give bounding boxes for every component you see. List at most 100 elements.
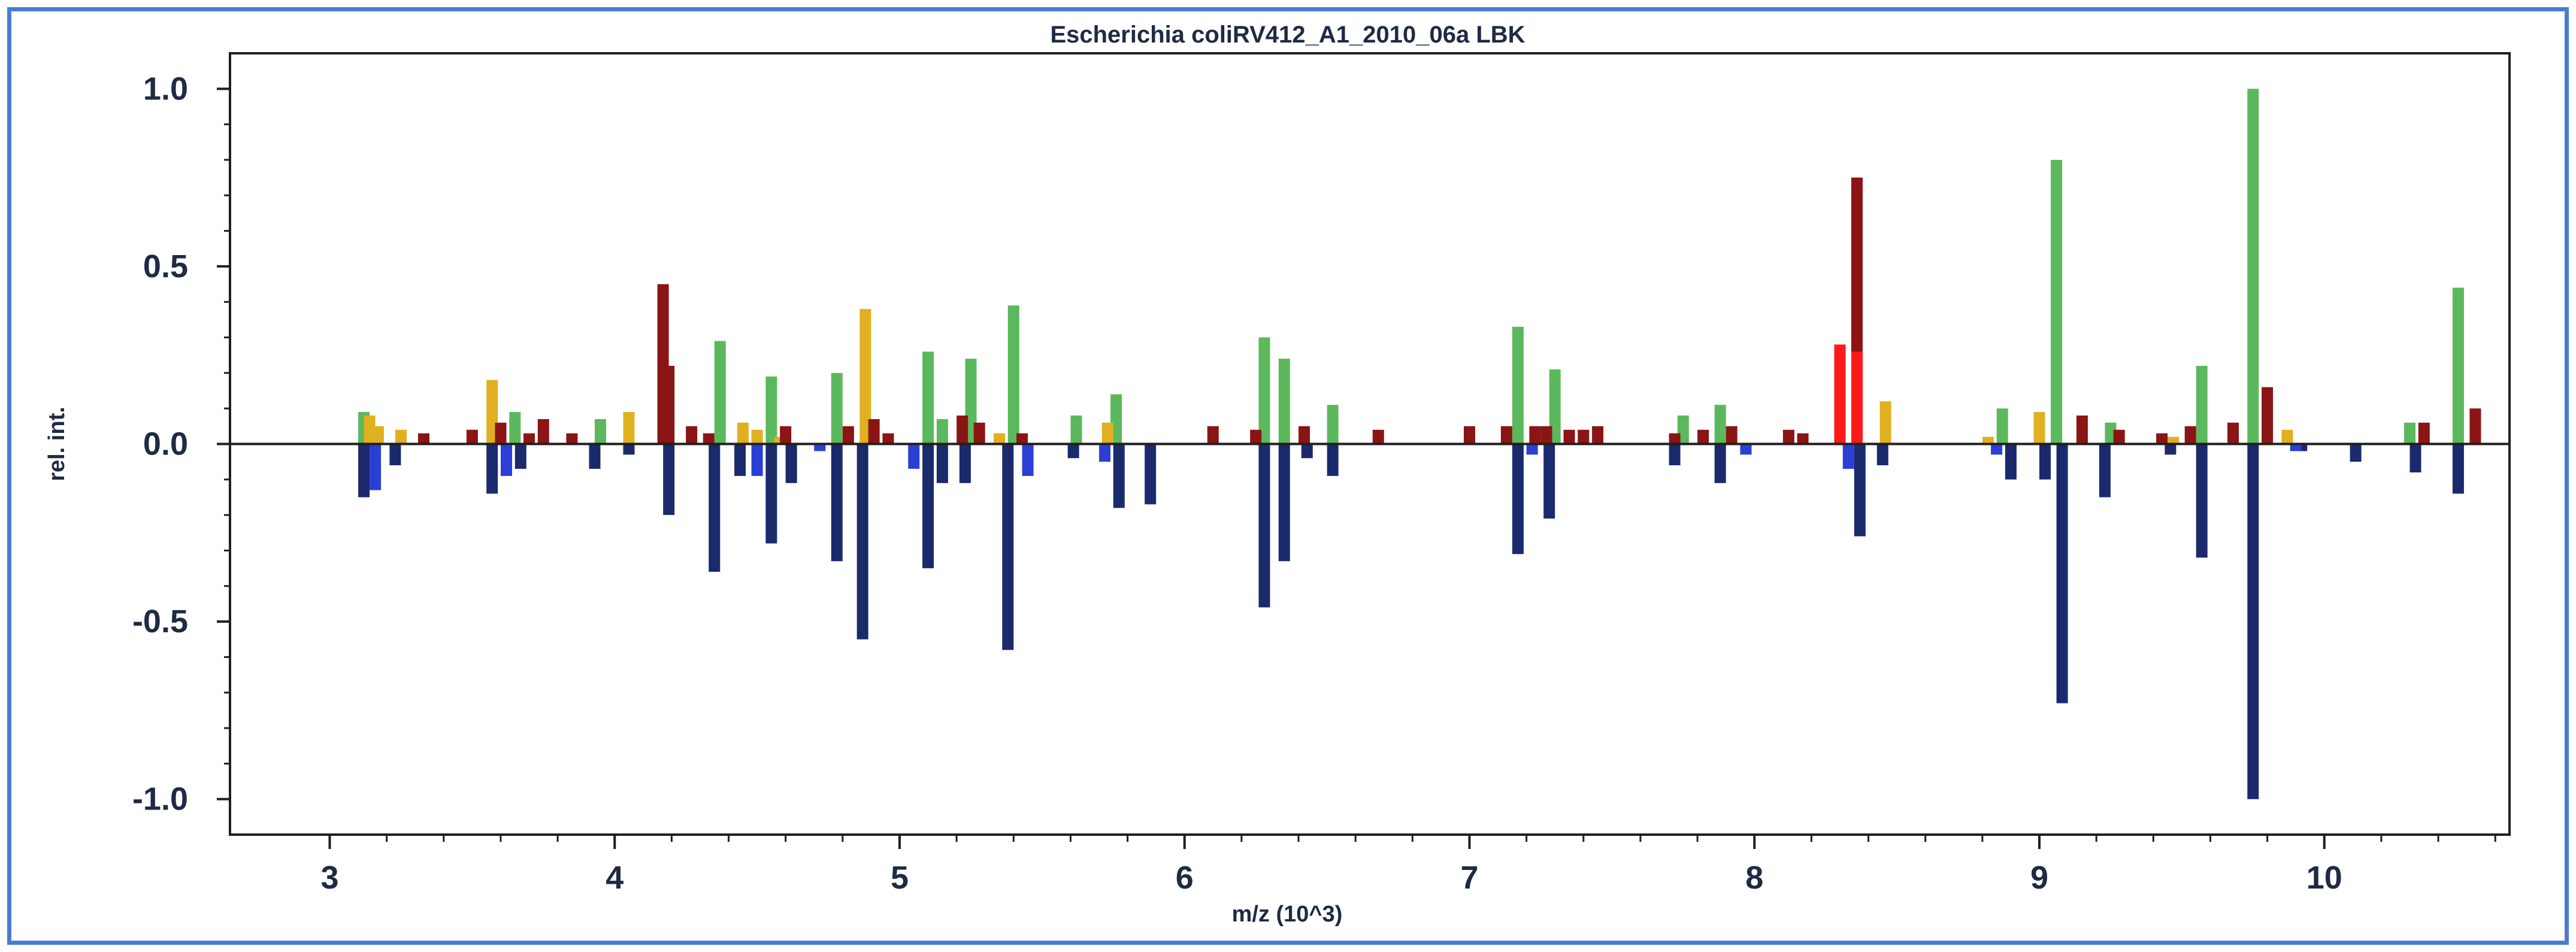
- chart-canvas: Escherichia coliRV412_A1_2010_06a LBK 1.…: [44, 22, 2511, 927]
- bar-blue-11: [2290, 444, 2302, 451]
- bar-darkred-38: [2227, 422, 2239, 444]
- bar-darkred-7: [663, 366, 675, 444]
- bar-navy-15: [959, 444, 971, 483]
- bar-green-6: [922, 351, 934, 444]
- bar-blue-6: [1099, 444, 1111, 462]
- bar-darkred-35: [2113, 429, 2125, 444]
- bar-navy-9: [765, 444, 777, 544]
- bar-green-21: [2105, 422, 2117, 444]
- bar-gold-5: [737, 422, 749, 444]
- bar-green-13: [1278, 359, 1290, 444]
- y-axis-label: rel. int.: [44, 407, 69, 481]
- bar-darkred-25: [1563, 429, 1575, 444]
- x-axis-label: m/z (10^3): [1232, 902, 1343, 927]
- bar-darkred-14: [956, 416, 968, 444]
- bar-darkred-15: [973, 422, 985, 444]
- chart-frame: Escherichia coliRV412_A1_2010_06a LBK 1.…: [7, 7, 2569, 945]
- bar-darkred-4: [537, 419, 549, 444]
- bar-navy-39: [2409, 444, 2421, 472]
- bar-blue-9: [1842, 444, 1854, 469]
- bar-navy-7: [709, 444, 721, 572]
- bar-navy-2: [486, 444, 498, 494]
- x-tick-label-3: 6: [1176, 860, 1194, 896]
- bar-darkred-11: [842, 426, 854, 444]
- bar-blue-0: [370, 444, 382, 490]
- x-tick-label-1: 4: [606, 860, 623, 896]
- bar-green-20: [2051, 160, 2063, 444]
- bar-navy-30: [2005, 444, 2017, 480]
- bar-navy-1: [389, 444, 401, 466]
- bar-green-3: [714, 341, 726, 444]
- bar-green-4: [765, 376, 777, 444]
- bar-blue-1: [501, 444, 512, 476]
- bar-green-22: [2196, 366, 2208, 444]
- bar-navy-21: [1278, 444, 1290, 562]
- bar-darkred-13: [882, 433, 894, 444]
- bar-green-19: [1996, 408, 2008, 444]
- bar-navy-10: [785, 444, 797, 483]
- bar-red-1: [1851, 351, 1863, 444]
- bar-darkred-29: [1697, 429, 1709, 444]
- bar-darkred-32: [1797, 433, 1809, 444]
- bar-gold-10: [994, 433, 1005, 444]
- bar-navy-19: [1145, 444, 1157, 505]
- bar-navy-5: [623, 444, 635, 455]
- bar-green-14: [1327, 405, 1339, 444]
- bar-darkred-40: [2418, 422, 2430, 444]
- bar-navy-14: [936, 444, 948, 483]
- bar-navy-27: [1714, 444, 1726, 483]
- y-tick-label-0: 1.0: [143, 71, 188, 107]
- bar-navy-33: [2099, 444, 2111, 498]
- bar-darkred-28: [1669, 433, 1681, 444]
- bar-green-9: [1007, 305, 1019, 444]
- bar-navy-31: [2039, 444, 2051, 480]
- bar-darkred-20: [1372, 429, 1384, 444]
- bar-green-23: [2247, 89, 2259, 444]
- bar-darkred-24: [1540, 426, 1552, 444]
- bar-navy-25: [1543, 444, 1555, 519]
- x-tick-label-6: 9: [2030, 860, 2048, 896]
- y-tick-label-2: 0.0: [143, 426, 188, 462]
- bar-gold-13: [1982, 436, 1994, 444]
- bar-navy-8: [734, 444, 746, 476]
- bar-gold-3: [486, 380, 498, 444]
- bar-green-10: [1070, 416, 1082, 444]
- bar-blue-2: [751, 444, 763, 476]
- bar-navy-20: [1258, 444, 1270, 608]
- bar-navy-0: [358, 444, 370, 498]
- bar-green-5: [831, 372, 843, 444]
- x-tick-label-2: 5: [891, 860, 909, 896]
- bar-darkred-36: [2156, 433, 2168, 444]
- bar-navy-12: [856, 444, 868, 639]
- bar-gold-14: [2033, 412, 2045, 444]
- x-tick-label-5: 8: [1745, 860, 1763, 896]
- bar-navy-34: [2165, 444, 2177, 455]
- bar-darkred-34: [2076, 416, 2088, 444]
- bar-darkred-8: [686, 426, 698, 444]
- bar-navy-24: [1512, 444, 1524, 554]
- bar-gold-8: [859, 309, 871, 444]
- bar-gold-11: [1101, 422, 1113, 444]
- bar-gold-2: [395, 429, 407, 444]
- bar-green-7: [936, 419, 948, 444]
- bar-gold-15: [2168, 436, 2180, 444]
- bar-blue-7: [1526, 444, 1538, 455]
- y-tick-label-1: 0.5: [143, 248, 188, 284]
- bar-darkred-1: [466, 429, 478, 444]
- x-tick-label-4: 7: [1460, 860, 1478, 896]
- bar-darkred-19: [1298, 426, 1310, 444]
- bar-navy-3: [514, 444, 526, 469]
- y-tick-label-3: -0.5: [132, 604, 188, 639]
- bar-gold-0: [364, 416, 376, 444]
- bar-green-16: [1549, 369, 1561, 444]
- bar-green-25: [2452, 287, 2464, 444]
- bar-navy-16: [1002, 444, 1014, 650]
- bar-darkred-9: [703, 433, 715, 444]
- bar-darkred-21: [1464, 426, 1475, 444]
- bar-navy-11: [831, 444, 843, 562]
- bar-darkred-31: [1782, 429, 1794, 444]
- x-tick-label-0: 3: [320, 860, 338, 896]
- bar-darkred-17: [1207, 426, 1219, 444]
- bar-blue-10: [1991, 444, 2003, 455]
- bar-darkred-12: [868, 419, 880, 444]
